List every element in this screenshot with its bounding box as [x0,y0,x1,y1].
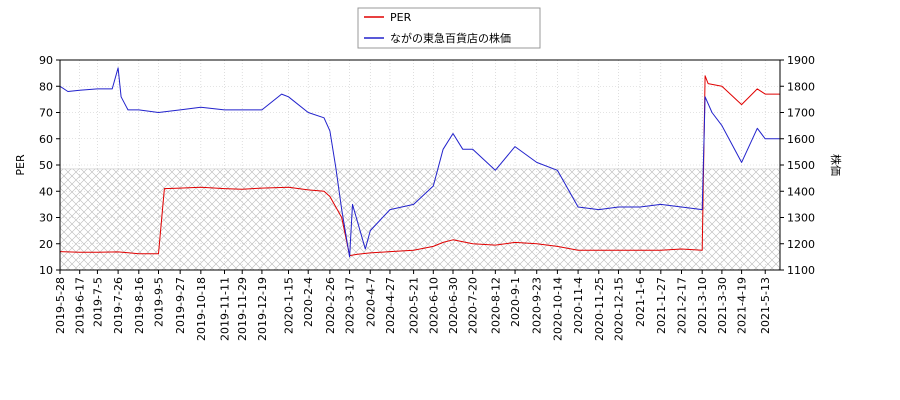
x-tick-label: 2019-8-16 [133,277,146,334]
x-tick-label: 2020-7-20 [467,277,480,334]
x-tick-label: 2019-11-11 [218,277,231,341]
per-line [60,75,780,257]
stock-price-line [60,67,780,258]
x-tick-label: 2020-11-4 [572,277,585,334]
x-tick-label: 2019-6-17 [74,277,87,334]
x-tick-label: 2020-2-26 [324,277,337,334]
x-tick-label: 2019-7-26 [112,277,125,334]
x-tick-label: 2020-5-21 [408,277,421,334]
y-tick-label-right: 1400 [787,185,815,198]
y-tick-label-right: 1500 [787,159,815,172]
x-tick-label: 2020-4-27 [384,277,397,334]
y-tick-label-right: 1800 [787,80,815,93]
y-tick-label-right: 1700 [787,107,815,120]
y-tick-label-right: 1600 [787,133,815,146]
x-tick-label: 2019-5-28 [54,277,67,334]
x-tick-label: 2020-11-25 [593,277,606,341]
y-axis-left-label: PER [14,154,27,176]
x-tick-label: 2019-9-5 [152,277,165,327]
y-tick-label-left: 90 [39,54,53,67]
y-tick-label-left: 20 [39,238,53,251]
x-tick-label: 2020-10-14 [551,277,564,341]
x-tick-label: 2020-2-4 [302,277,315,327]
hatched-band [59,168,781,271]
x-tick-label: 2021-3-30 [716,277,729,334]
legend-label-per: PER [390,11,412,24]
legend-label-price: ながの東急百貨店の株価 [390,31,511,45]
x-tick-label: 2020-12-15 [612,277,625,341]
x-tick-label: 2021-3-10 [696,277,709,334]
x-tick-label: 2020-6-10 [427,277,440,334]
legend: PER ながの東急百貨店の株価 [357,7,541,49]
y-axis-right-label: 株価 [829,154,843,176]
y-tick-label-left: 30 [39,212,53,225]
y-tick-label-right: 1100 [787,264,815,277]
x-tick-label: 2021-1-27 [655,277,668,334]
x-tick-label: 2020-9-23 [531,277,544,334]
y-tick-label-right: 1300 [787,212,815,225]
x-tick-label: 2020-4-7 [364,277,377,327]
y-tick-label-left: 50 [39,159,53,172]
x-tick-label: 2020-9-1 [509,277,522,327]
x-tick-label: 2021-2-17 [676,277,689,334]
legend-box [357,7,541,49]
x-tick-label: 2019-7-5 [91,277,104,327]
y-axis-left: 10 20 30 40 50 60 70 80 90 [39,54,60,277]
x-tick-label: 2021-1-6 [634,277,647,327]
y-tick-label-right: 1200 [787,238,815,251]
series-lines [60,67,780,258]
y-tick-label-left: 40 [39,185,53,198]
y-axis-right: 1100 1200 1300 1400 1500 1600 1700 1800 1900 [780,54,815,277]
y-tick-label-right: 1900 [787,54,815,67]
x-tick-label: 2020-1-15 [283,277,296,334]
y-tick-label-left: 10 [39,264,53,277]
y-tick-label-left: 60 [39,133,53,146]
x-tick-label: 2020-6-30 [447,277,460,334]
x-tick-label: 2020-8-12 [489,277,502,334]
x-tick-label: 2020-3-17 [344,277,357,334]
y-tick-label-left: 70 [39,107,53,120]
y-tick-label-left: 80 [39,80,53,93]
x-axis: 2019-5-28 2019-6-17 2019-7-5 2019-7-26 2019-… [54,270,772,341]
x-tick-label: 2019-12-19 [256,277,269,341]
x-tick-label: 2021-4-19 [736,277,749,334]
x-tick-label: 2019-9-27 [174,277,187,334]
x-tick-label: 2019-11-29 [236,277,249,341]
x-tick-label: 2019-10-18 [195,277,208,341]
x-tick-label: 2021-5-13 [759,277,772,334]
